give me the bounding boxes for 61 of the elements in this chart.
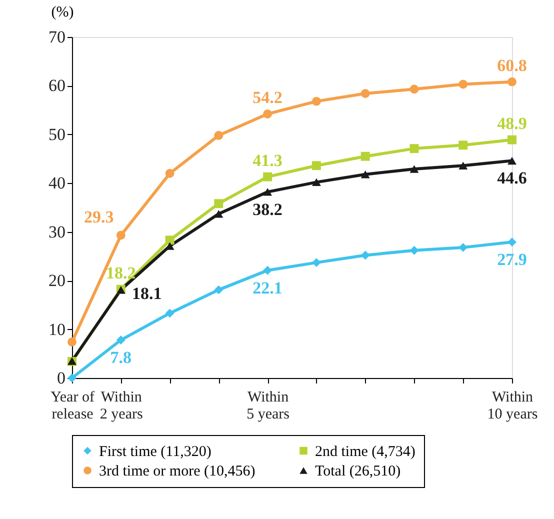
- x-tick-label: Within 5 years: [246, 390, 290, 422]
- point: [360, 152, 370, 161]
- point: [165, 168, 174, 178]
- point: [312, 96, 321, 106]
- point: [116, 336, 126, 344]
- data-label: 18.1: [132, 284, 162, 303]
- point: [68, 337, 76, 346]
- data-label: 22.1: [252, 278, 282, 298]
- data-label: 44.6: [497, 168, 527, 188]
- point: [263, 172, 272, 182]
- y-tick-label: 0: [57, 368, 66, 388]
- data-label: 41.3: [252, 150, 282, 170]
- legend-label: First time (11,320): [99, 444, 212, 460]
- point: [360, 89, 370, 98]
- y-tick-label: 20: [48, 271, 66, 290]
- point: [263, 188, 272, 196]
- point: [360, 170, 370, 178]
- point: [410, 144, 419, 154]
- y-tick-label: 10: [48, 320, 66, 339]
- point: [312, 258, 321, 268]
- data-label: 60.8: [497, 56, 527, 75]
- legend-label: 2nd time (4,734): [315, 444, 416, 460]
- x-tick-label: Year of release: [50, 390, 94, 422]
- point: [165, 236, 174, 245]
- data-label: 18.2: [106, 263, 136, 282]
- y-tick-label: 50: [48, 124, 66, 144]
- y-tick-label: 60: [48, 76, 66, 96]
- point: [116, 230, 126, 240]
- data-label: 7.8: [110, 348, 132, 368]
- legend-label: 3rd time or more (10,456): [99, 464, 256, 480]
- legend-label: Total (26,510): [315, 464, 401, 480]
- data-label: 29.3: [84, 207, 114, 226]
- y-tick-label: 40: [48, 174, 66, 193]
- point: [360, 250, 370, 260]
- point: [410, 165, 419, 173]
- point: [214, 210, 224, 218]
- point: [508, 77, 516, 86]
- point: [214, 285, 224, 294]
- y-tick-label: 30: [48, 222, 66, 242]
- data-label: 48.9: [497, 114, 527, 133]
- point: [312, 178, 321, 186]
- data-label: 54.2: [252, 88, 282, 107]
- data-label: 27.9: [497, 250, 527, 270]
- point: [458, 162, 468, 170]
- point: [263, 266, 272, 275]
- point: [214, 130, 224, 140]
- point: [312, 161, 321, 170]
- point: [508, 238, 516, 247]
- point: [263, 110, 272, 118]
- point: [410, 84, 419, 94]
- data-label: 38.2: [252, 200, 282, 219]
- point: [458, 80, 468, 89]
- point: [508, 156, 516, 165]
- y-tick-label: 70: [48, 28, 66, 46]
- point: [214, 199, 224, 208]
- point: [508, 135, 516, 144]
- point: [458, 140, 468, 150]
- x-tick-label: Within 2 years: [100, 390, 143, 422]
- y-axis-title: (%): [51, 4, 74, 20]
- point: [165, 308, 174, 318]
- x-tick-label: Within 10 years: [487, 390, 538, 422]
